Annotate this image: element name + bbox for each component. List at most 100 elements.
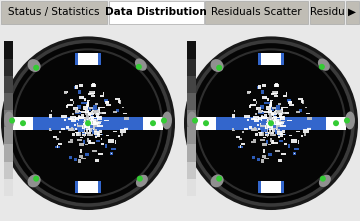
Bar [87, 93, 91, 95]
Bar [77, 127, 82, 130]
Circle shape [9, 118, 15, 124]
Bar [77, 123, 80, 126]
Bar [111, 152, 112, 154]
Bar [78, 84, 84, 87]
Bar [105, 144, 107, 148]
Bar [253, 127, 256, 130]
Bar [87, 123, 90, 125]
Bar [74, 123, 76, 124]
Bar [88, 126, 92, 128]
Bar [58, 143, 62, 145]
Bar [271, 126, 275, 128]
Bar [84, 98, 86, 101]
Bar [88, 140, 91, 144]
Bar [74, 118, 75, 120]
Bar [187, 145, 196, 162]
Bar [269, 122, 271, 124]
Bar [94, 119, 96, 121]
Bar [105, 101, 109, 103]
Circle shape [333, 120, 339, 126]
Bar [291, 139, 297, 143]
Bar [71, 119, 76, 122]
Bar [97, 134, 102, 135]
Ellipse shape [319, 175, 331, 187]
Bar [270, 100, 273, 101]
Bar [88, 122, 92, 123]
Bar [268, 122, 273, 125]
Bar [276, 120, 280, 123]
Bar [269, 122, 274, 125]
Bar [84, 134, 85, 137]
Bar [258, 85, 261, 89]
Bar [277, 111, 279, 112]
Bar [95, 120, 99, 124]
Bar [282, 130, 285, 133]
Bar [271, 112, 278, 115]
Bar [261, 119, 267, 123]
Bar [89, 107, 93, 109]
Bar [91, 91, 94, 95]
Bar [85, 124, 89, 125]
Circle shape [150, 120, 156, 126]
Bar [113, 111, 117, 113]
Bar [4, 110, 13, 127]
Bar [244, 115, 249, 118]
Bar [247, 91, 251, 93]
Bar [87, 122, 91, 125]
Bar [95, 113, 96, 116]
Bar [86, 117, 88, 121]
Bar [277, 117, 279, 118]
Bar [301, 100, 303, 103]
Bar [76, 132, 80, 135]
Bar [90, 93, 95, 94]
Bar [266, 121, 270, 122]
Bar [275, 83, 278, 87]
Bar [271, 93, 274, 95]
Bar [61, 115, 67, 118]
Bar [62, 128, 65, 130]
Bar [96, 109, 100, 112]
Bar [258, 117, 263, 120]
Bar [87, 125, 90, 126]
Bar [261, 53, 281, 65]
Bar [269, 120, 271, 124]
Bar [78, 115, 80, 118]
Bar [302, 100, 305, 104]
Bar [90, 118, 91, 121]
Bar [79, 143, 85, 147]
Bar [81, 122, 87, 125]
Bar [262, 123, 264, 125]
Bar [277, 131, 282, 135]
Bar [258, 108, 260, 112]
Bar [86, 105, 89, 107]
Bar [268, 122, 273, 124]
Circle shape [136, 64, 142, 70]
Bar [96, 121, 101, 124]
Bar [278, 136, 280, 138]
Bar [256, 107, 261, 110]
Bar [271, 107, 274, 111]
Bar [283, 107, 288, 108]
Bar [276, 122, 279, 124]
Bar [262, 155, 266, 158]
Bar [187, 93, 196, 110]
Bar [68, 130, 73, 131]
Bar [270, 116, 271, 120]
Bar [271, 122, 273, 124]
Bar [280, 125, 285, 127]
Bar [281, 153, 286, 155]
Bar [78, 90, 81, 94]
Bar [88, 125, 93, 126]
Bar [261, 159, 264, 163]
Bar [278, 135, 280, 136]
Bar [87, 122, 90, 124]
Bar [265, 133, 268, 134]
Bar [269, 122, 274, 124]
Bar [269, 117, 275, 118]
Bar [86, 122, 91, 125]
Bar [269, 122, 270, 125]
Bar [260, 139, 265, 141]
Bar [87, 100, 90, 101]
Bar [275, 108, 277, 110]
Bar [273, 93, 278, 94]
